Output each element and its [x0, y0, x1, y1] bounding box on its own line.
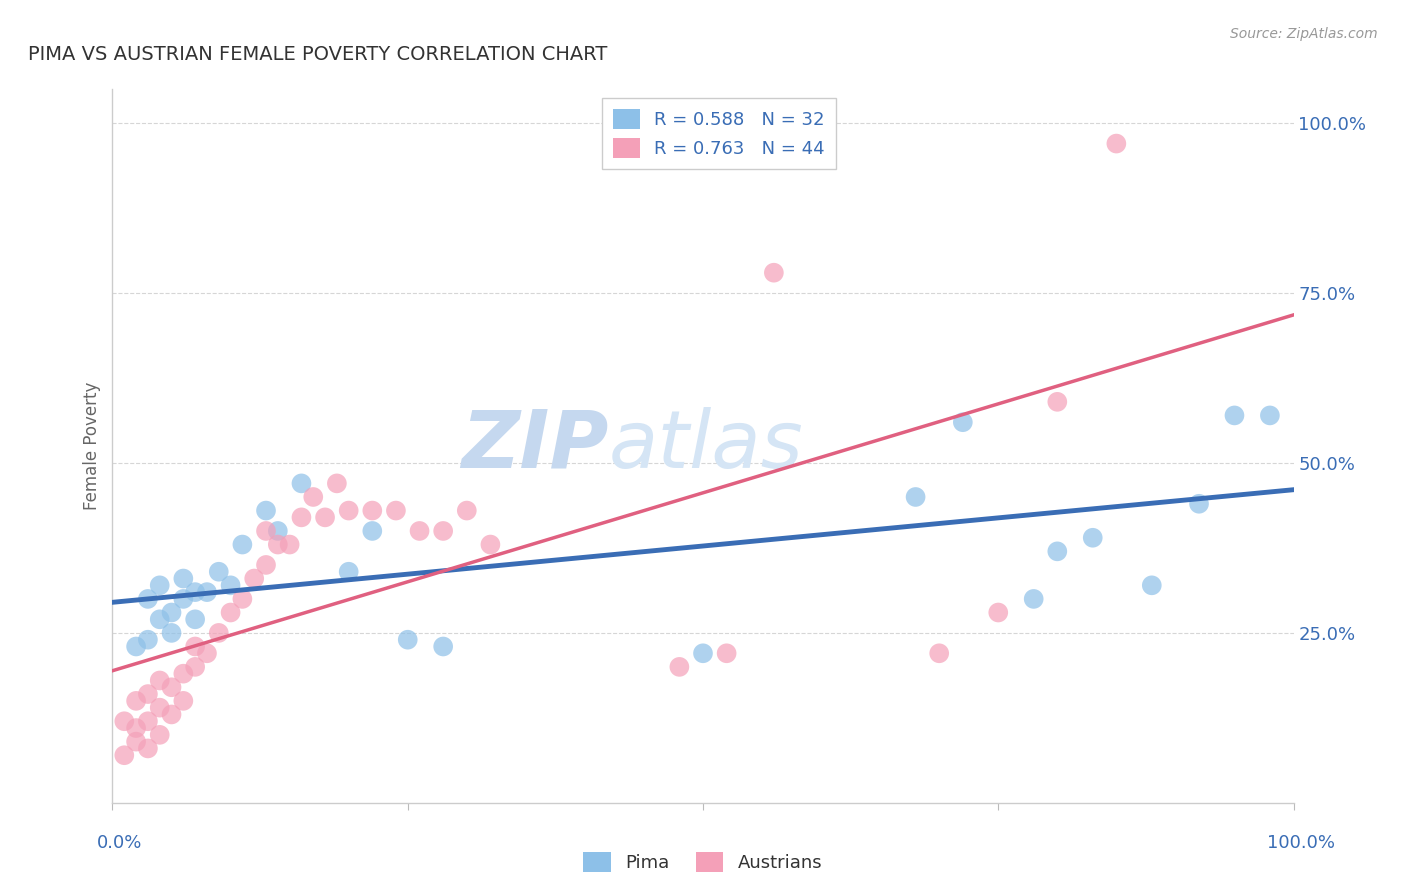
Point: [160, 626, 183, 640]
Point: [149, 578, 172, 592]
Point: [385, 503, 408, 517]
Point: [432, 524, 454, 538]
Point: [1258, 409, 1281, 423]
Point: [125, 694, 148, 708]
Point: [1140, 578, 1163, 592]
Point: [361, 503, 384, 517]
Point: [904, 490, 927, 504]
Point: [668, 660, 690, 674]
Point: [267, 537, 290, 551]
Point: [112, 714, 135, 729]
Point: [136, 741, 159, 756]
Point: [337, 503, 360, 517]
Point: [136, 632, 159, 647]
Point: [1105, 136, 1128, 151]
Point: [987, 606, 1010, 620]
Text: 100.0%: 100.0%: [1267, 834, 1334, 852]
Point: [361, 524, 384, 538]
Point: [172, 591, 194, 606]
Point: [195, 585, 218, 599]
Text: atlas: atlas: [609, 407, 803, 485]
Text: 0.0%: 0.0%: [97, 834, 142, 852]
Point: [172, 694, 194, 708]
Point: [1046, 544, 1069, 558]
Point: [160, 606, 183, 620]
Point: [208, 565, 231, 579]
Point: [337, 565, 360, 579]
Point: [231, 537, 253, 551]
Point: [160, 707, 183, 722]
Point: [125, 640, 148, 654]
Point: [160, 680, 183, 694]
Point: [762, 266, 785, 280]
Point: [928, 646, 950, 660]
Point: [195, 646, 218, 660]
Point: [326, 476, 349, 491]
Text: Source: ZipAtlas.com: Source: ZipAtlas.com: [1230, 27, 1378, 41]
Point: [184, 660, 207, 674]
Point: [302, 490, 325, 504]
Point: [254, 503, 277, 517]
Point: [184, 640, 207, 654]
Point: [432, 640, 454, 654]
Point: [290, 510, 312, 524]
Point: [149, 612, 172, 626]
Point: [219, 606, 242, 620]
Point: [125, 721, 148, 735]
Point: [1046, 394, 1069, 409]
Point: [254, 524, 277, 538]
Point: [208, 626, 231, 640]
Point: [267, 524, 290, 538]
Point: [456, 503, 478, 517]
Y-axis label: Female Poverty: Female Poverty: [83, 382, 101, 510]
Point: [396, 632, 419, 647]
Point: [136, 714, 159, 729]
Point: [314, 510, 336, 524]
Point: [278, 537, 301, 551]
Text: PIMA VS AUSTRIAN FEMALE POVERTY CORRELATION CHART: PIMA VS AUSTRIAN FEMALE POVERTY CORRELAT…: [28, 45, 607, 63]
Point: [184, 612, 207, 626]
Point: [716, 646, 738, 660]
Point: [184, 585, 207, 599]
Point: [172, 572, 194, 586]
Point: [254, 558, 277, 572]
Point: [479, 537, 502, 551]
Point: [125, 734, 148, 748]
Legend: Pima, Austrians: Pima, Austrians: [576, 845, 830, 880]
Point: [1081, 531, 1104, 545]
Point: [1022, 591, 1045, 606]
Point: [136, 591, 159, 606]
Point: [231, 591, 253, 606]
Point: [136, 687, 159, 701]
Point: [692, 646, 714, 660]
Point: [952, 415, 974, 429]
Text: ZIP: ZIP: [461, 407, 609, 485]
Point: [219, 578, 242, 592]
Point: [1188, 497, 1211, 511]
Point: [290, 476, 312, 491]
Point: [1223, 409, 1246, 423]
Point: [408, 524, 430, 538]
Point: [149, 673, 172, 688]
Point: [243, 572, 266, 586]
Point: [172, 666, 194, 681]
Point: [149, 728, 172, 742]
Point: [112, 748, 135, 763]
Point: [149, 700, 172, 714]
